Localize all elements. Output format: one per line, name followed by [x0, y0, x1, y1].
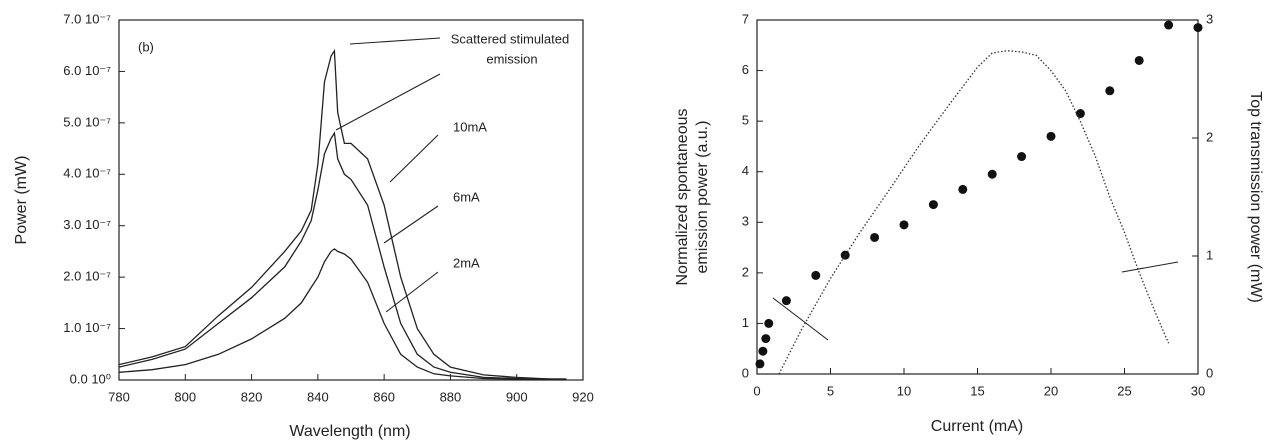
y2-tick-label: 1 [1206, 247, 1213, 262]
annotation-arrows [335, 37, 1179, 341]
arrow [389, 134, 439, 183]
point [755, 359, 765, 369]
y-tick-label: 1.0 10⁻⁷ [63, 320, 111, 335]
y-tick-label: 3 [742, 214, 749, 229]
point [1017, 152, 1027, 162]
point [758, 346, 768, 356]
y-tick-label: 5.0 10⁻⁷ [63, 114, 111, 129]
y-tick-label: 6.0 10⁻⁷ [63, 63, 111, 78]
point [1046, 131, 1056, 141]
x-axis-label: Current (mA) [931, 418, 1023, 435]
arrow [349, 37, 441, 45]
point [811, 270, 821, 280]
x-tick-label: 0 [753, 383, 760, 398]
x-tick-label: 5 [827, 383, 834, 398]
arrow [335, 73, 441, 131]
x-tick-label: 800 [174, 389, 196, 404]
y-tick-label: 5 [742, 113, 749, 128]
point [764, 318, 774, 328]
panel-label: (b) [138, 39, 154, 54]
y-tick-label: 7.0 10⁻⁷ [63, 11, 111, 26]
y-tick-label: 4 [742, 163, 749, 178]
series-label: 2mA [453, 255, 480, 270]
series-line [778, 50, 1170, 375]
plot-frame [118, 19, 584, 381]
x-tick-label: 920 [572, 389, 594, 404]
x-tick-label: 10 [897, 383, 911, 398]
y-tick-label: 4.0 10⁻⁷ [63, 166, 111, 181]
point [761, 334, 771, 344]
point [1075, 109, 1085, 119]
arrow [383, 205, 439, 244]
arrow [772, 297, 829, 341]
y-tick-label: 7 [742, 11, 749, 26]
x-tick-label: 900 [506, 389, 528, 404]
y-tick-label: 0 [742, 365, 749, 380]
y-axis-label: Power (mW) [13, 156, 30, 245]
point [1193, 23, 1203, 33]
annotation: Scattered stimulated [451, 31, 570, 46]
y-axis-label: Normalized spontaneous [674, 109, 691, 286]
x-tick-label: 820 [241, 389, 263, 404]
y-tick-label: 3.0 10⁻⁷ [63, 217, 111, 232]
arrow [1121, 261, 1179, 273]
y2-tick-label: 2 [1206, 129, 1213, 144]
y-tick-label: 2 [742, 264, 749, 279]
point [899, 220, 909, 230]
x-tick-label: 20 [1044, 383, 1058, 398]
plot-frame [756, 19, 1199, 375]
point [781, 296, 791, 306]
point [1105, 86, 1115, 96]
y-tick-label: 6 [742, 62, 749, 77]
y2-axis-label: Top transmission power (mW) [1247, 91, 1264, 303]
series-line [118, 248, 567, 381]
y2-tick-label: 3 [1206, 11, 1213, 26]
x-tick-label: 880 [440, 389, 462, 404]
y-tick-label: 1 [742, 315, 749, 330]
y-axis-label: emission power (a.u.) [694, 121, 711, 274]
point [1134, 55, 1144, 65]
point [987, 169, 997, 179]
point [1164, 20, 1174, 30]
x-tick-label: 30 [1191, 383, 1205, 398]
y-tick-label: 2.0 10⁻⁷ [63, 269, 111, 284]
point [928, 200, 938, 210]
x-axis-label: Wavelength (nm) [289, 423, 410, 440]
series-label: 10mA [453, 119, 487, 134]
x-tick-label: 860 [373, 389, 395, 404]
x-tick-label: 15 [970, 383, 984, 398]
x-tick-label: 25 [1117, 383, 1131, 398]
y-tick-label: 0.0 10⁰ [70, 371, 111, 386]
y2-tick-label: 0 [1206, 365, 1213, 380]
arrow [385, 271, 439, 313]
point [958, 184, 968, 194]
series-line [118, 131, 567, 380]
point [870, 232, 880, 242]
x-tick-label: 780 [108, 389, 130, 404]
series-label: 6mA [453, 189, 480, 204]
annotation: emission [486, 51, 537, 66]
point [840, 250, 850, 260]
x-tick-label: 840 [307, 389, 329, 404]
series-line [118, 48, 567, 380]
